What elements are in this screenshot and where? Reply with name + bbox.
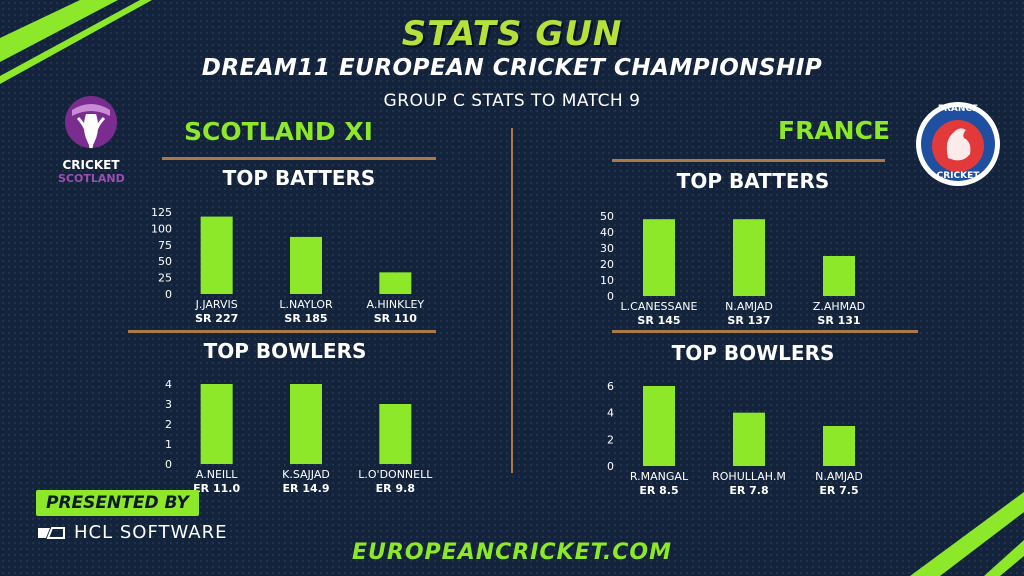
logo-text-cricket: CRICKET bbox=[62, 158, 120, 172]
team-name-scotland: SCOTLAND XI bbox=[184, 117, 373, 146]
bar-zahmad bbox=[823, 256, 855, 296]
divider-left-mid bbox=[128, 330, 436, 333]
stats-gun-brand: STATS GUN bbox=[401, 14, 623, 54]
y-tick-label: 3 bbox=[165, 398, 172, 411]
y-tick-label: 6 bbox=[607, 380, 614, 393]
divider-left-top bbox=[162, 157, 436, 160]
bar-namjad bbox=[733, 219, 765, 296]
x-category-label: L.CANESSANE bbox=[621, 300, 698, 313]
logo-text-france: FRANCE bbox=[937, 104, 979, 114]
x-category-label: A.NEILL bbox=[196, 468, 238, 481]
stat-sublabel: ER 8.5 bbox=[639, 484, 678, 496]
stat-sublabel: ER 9.8 bbox=[376, 482, 415, 495]
stat-sublabel: ER 7.5 bbox=[819, 484, 858, 496]
stat-sublabel: SR 110 bbox=[374, 312, 418, 325]
x-category-label: R.MANGAL bbox=[630, 470, 689, 483]
x-category-label: N.AMJAD bbox=[815, 470, 863, 483]
bar-lodonnell bbox=[379, 404, 412, 464]
y-tick-label: 20 bbox=[600, 258, 614, 271]
hcl-icon bbox=[38, 526, 65, 539]
sponsor-name: HCL SOFTWARE bbox=[74, 522, 228, 543]
y-tick-label: 50 bbox=[158, 255, 172, 268]
bar-ahinkley bbox=[379, 272, 412, 294]
y-tick-label: 30 bbox=[600, 242, 614, 255]
stat-sublabel: ER 11.0 bbox=[193, 482, 240, 495]
thistle-icon bbox=[65, 96, 117, 149]
y-tick-label: 50 bbox=[600, 210, 614, 223]
y-tick-label: 125 bbox=[151, 206, 172, 219]
presented-by-badge: PRESENTED BY bbox=[36, 490, 199, 516]
y-tick-label: 10 bbox=[600, 274, 614, 287]
x-category-label: L.O'DONNELL bbox=[358, 468, 433, 481]
website-url[interactable]: EUROPEANCRICKET.COM bbox=[352, 540, 672, 565]
bar-namjad bbox=[823, 426, 855, 466]
x-category-label: J.JARVIS bbox=[195, 298, 238, 311]
bar-lnaylor bbox=[290, 236, 322, 294]
y-tick-label: 4 bbox=[165, 378, 172, 391]
stat-sublabel: SR 137 bbox=[727, 314, 770, 327]
y-tick-label: 0 bbox=[607, 460, 614, 473]
bar-rohullahm bbox=[733, 412, 765, 466]
x-category-label: N.AMJAD bbox=[725, 300, 773, 313]
decorative-slashes-bottom-right bbox=[910, 492, 1024, 576]
rooster-icon bbox=[916, 102, 1000, 186]
stat-sublabel: SR 227 bbox=[195, 312, 238, 325]
stat-sublabel: SR 145 bbox=[637, 314, 680, 327]
logo-text-scotland: SCOTLAND bbox=[58, 172, 125, 185]
y-tick-label: 40 bbox=[600, 226, 614, 239]
bar-ksajjad bbox=[290, 384, 322, 464]
team-name-france: FRANCE bbox=[778, 116, 891, 145]
france-bowlers-title: TOP BOWLERS bbox=[671, 341, 835, 365]
x-category-label: A.HINKLEY bbox=[367, 298, 425, 311]
stat-sublabel: ER 7.8 bbox=[729, 484, 768, 496]
scotland-batters-title: TOP BATTERS bbox=[222, 166, 376, 190]
x-category-label: ROHULLAH.M bbox=[712, 470, 786, 483]
y-tick-label: 2 bbox=[607, 433, 614, 446]
bar-rmangal bbox=[643, 386, 675, 466]
bar-lcanessane bbox=[643, 219, 675, 296]
x-category-label: K.SAJJAD bbox=[282, 468, 330, 481]
page-title: DREAM11 EUROPEAN CRICKET CHAMPIONSHIP bbox=[201, 55, 823, 81]
y-tick-label: 0 bbox=[165, 288, 172, 301]
divider-right-top bbox=[612, 159, 885, 162]
x-category-label: L.NAYLOR bbox=[279, 298, 333, 311]
logo-text-cricket-fr: CRICKET bbox=[936, 171, 980, 181]
y-tick-label: 25 bbox=[158, 272, 172, 285]
france-cricket-logo: FRANCE CRICKET bbox=[914, 100, 1002, 188]
page-subtitle: GROUP C STATS TO MATCH 9 bbox=[383, 91, 641, 111]
decorative-slashes-top-left bbox=[0, 0, 152, 84]
x-category-label: Z.AHMAD bbox=[813, 300, 865, 313]
stat-sublabel: ER 14.9 bbox=[283, 482, 330, 495]
cricket-scotland-logo: CRICKET SCOTLAND bbox=[58, 92, 125, 185]
stat-sublabel: SR 185 bbox=[284, 312, 327, 325]
hcl-software-logo: HCL SOFTWARE bbox=[36, 522, 228, 543]
bar-aneill bbox=[200, 384, 233, 464]
y-tick-label: 1 bbox=[165, 438, 172, 451]
y-tick-label: 0 bbox=[607, 290, 614, 303]
y-tick-label: 4 bbox=[607, 407, 614, 420]
y-tick-label: 100 bbox=[151, 222, 172, 235]
france-batters-title: TOP BATTERS bbox=[676, 169, 830, 193]
y-tick-label: 2 bbox=[165, 418, 172, 431]
y-tick-label: 0 bbox=[165, 458, 172, 471]
stat-sublabel: SR 131 bbox=[817, 314, 860, 327]
scotland-bowlers-title: TOP BOWLERS bbox=[203, 339, 367, 363]
y-tick-label: 75 bbox=[158, 239, 172, 252]
center-divider bbox=[511, 128, 513, 473]
divider-right-mid bbox=[612, 330, 918, 333]
bar-jjarvis bbox=[200, 216, 233, 294]
